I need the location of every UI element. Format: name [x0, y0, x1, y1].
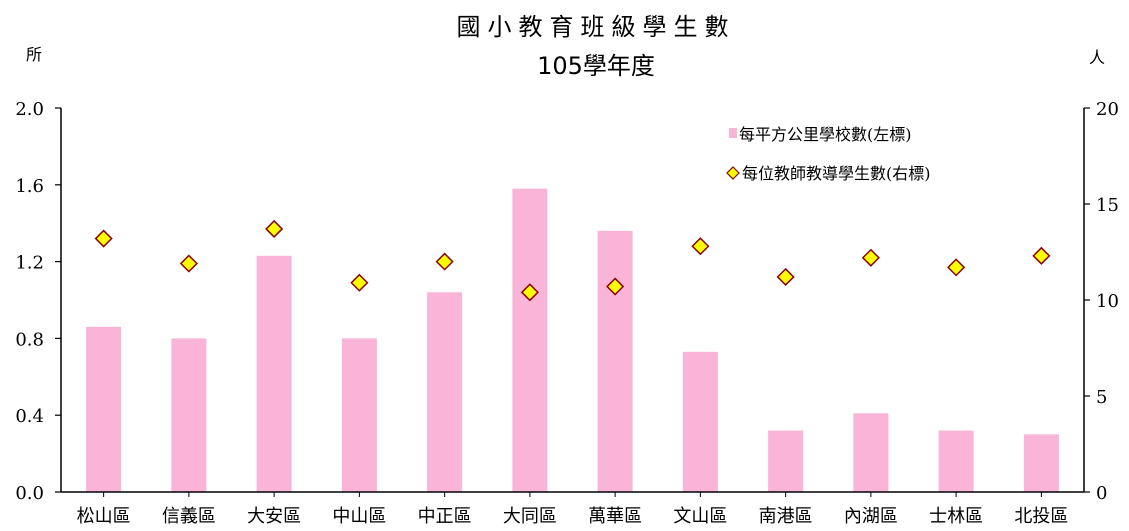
bar-大安區 — [256, 255, 292, 492]
point-南港區 — [776, 267, 795, 287]
right-y-tick-label: 5 — [1096, 387, 1107, 408]
x-tick-label: 大安區 — [247, 506, 301, 527]
chart-subtitle: 105學年度 — [537, 52, 655, 80]
bar-大同區 — [512, 188, 548, 492]
x-tick-label: 南港區 — [759, 506, 813, 527]
legend-point-icon — [726, 166, 740, 180]
right-y-tick-label: 20 — [1096, 99, 1119, 120]
left-axis-unit-label: 所 — [26, 45, 42, 64]
x-tick-label: 北投區 — [1014, 506, 1068, 527]
x-tick-label: 松山區 — [77, 506, 131, 527]
x-tick-label: 萬華區 — [588, 506, 642, 527]
bar-中正區 — [427, 292, 463, 492]
point-北投區 — [1032, 246, 1051, 265]
legend-bar-icon — [729, 128, 737, 138]
x-tick-label: 文山區 — [673, 506, 727, 527]
point-中正區 — [435, 252, 454, 271]
right-axis-unit-label: 人 — [1089, 48, 1105, 67]
left-y-tick-label: 0.8 — [15, 329, 44, 350]
x-tick-label: 大同區 — [503, 506, 557, 527]
bar-中山區 — [341, 338, 377, 492]
left-y-tick-label: 2.0 — [15, 99, 44, 120]
x-tick-label: 中山區 — [332, 506, 386, 527]
bar-士林區 — [938, 430, 974, 492]
bar-南港區 — [768, 430, 804, 492]
bar-北投區 — [1023, 434, 1059, 492]
bar-松山區 — [86, 326, 122, 492]
plot-layer — [86, 188, 1059, 492]
right-y-tick-label: 0 — [1096, 483, 1107, 504]
point-信義區 — [179, 254, 198, 273]
point-松山區 — [94, 229, 113, 248]
bar-文山區 — [682, 351, 718, 492]
point-大安區 — [265, 219, 284, 239]
left-y-tick-label: 1.2 — [15, 253, 44, 274]
x-tick-label: 內湖區 — [844, 506, 898, 527]
left-y-tick-label: 0.0 — [15, 483, 44, 504]
point-內湖區 — [861, 248, 880, 267]
point-士林區 — [947, 258, 966, 277]
bar-信義區 — [171, 338, 207, 492]
bar-萬華區 — [597, 230, 633, 492]
x-tick-label: 士林區 — [929, 506, 983, 527]
bar-內湖區 — [853, 413, 889, 492]
legend-point-label: 每位教師教導學生數(右標) — [742, 164, 931, 183]
legend: 每平方公里學校數(左標) 每位教師教導學生數(右標) — [726, 125, 931, 183]
x-tick-label: 信義區 — [162, 506, 216, 527]
right-y-tick-label: 15 — [1096, 195, 1119, 216]
right-y-tick-label: 10 — [1096, 291, 1119, 312]
chart-title: 國小教育班級學生數 — [457, 13, 736, 41]
point-文山區 — [691, 237, 710, 256]
legend-bar-label: 每平方公里學校數(左標) — [739, 125, 912, 144]
point-萬華區 — [606, 277, 625, 296]
left-y-tick-label: 0.4 — [15, 406, 44, 427]
axis-layer: 0.0 0.4 0.8 1.2 1.6 2.0 0 5 10 15 20 松山區 信義區 大安區 中山區 中正… — [15, 99, 1119, 527]
point-大同區 — [520, 283, 539, 302]
point-中山區 — [350, 273, 369, 292]
left-y-tick-label: 1.6 — [15, 176, 44, 197]
x-tick-label: 中正區 — [418, 506, 472, 527]
